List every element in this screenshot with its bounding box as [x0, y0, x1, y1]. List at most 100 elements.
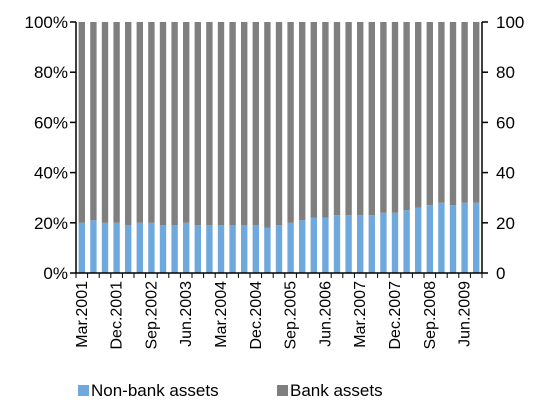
bar-bank-jun-2007 — [368, 22, 375, 216]
legend-label-bank-assets: Bank assets — [290, 381, 383, 400]
bar-bank-mar-2006 — [310, 22, 317, 218]
bar-non-bank-dec-2003 — [206, 225, 213, 273]
bar-non-bank-dec-2008 — [438, 202, 445, 273]
bar-bank-mar-2009 — [449, 22, 457, 206]
bar-non-bank-jun-2005 — [275, 225, 283, 273]
y-left-tick-label: 80% — [34, 63, 68, 82]
bar-bank-jun-2003 — [183, 22, 190, 223]
bar-bank-dec-2006 — [345, 22, 352, 216]
y-left-tick-label: 0% — [43, 264, 68, 283]
x-tick-label: Jun.2009 — [457, 281, 474, 347]
bar-non-bank-jun-2002 — [136, 222, 143, 273]
bar-non-bank-sep-2009 — [473, 202, 480, 273]
y-left-tick-label: 20% — [34, 214, 68, 233]
x-tick-label: Sep.2002 — [143, 281, 160, 350]
y-left-tick-label: 100% — [25, 13, 68, 32]
bars-group — [78, 22, 480, 273]
x-tick-label: Mar.2004 — [213, 281, 230, 348]
bar-non-bank-jun-2004 — [229, 225, 236, 273]
y-right-tick-label: 100 — [496, 13, 524, 32]
legend-swatch-non-bank-assets — [78, 385, 89, 396]
y-left-tick-label: 40% — [34, 164, 68, 183]
x-tick-label: Mar.2001 — [74, 281, 91, 348]
bar-bank-jun-2009 — [461, 22, 468, 203]
bar-bank-mar-2003 — [171, 22, 178, 226]
bar-bank-mar-2001 — [78, 22, 85, 223]
bar-non-bank-sep-2004 — [241, 225, 248, 273]
bar-non-bank-mar-2002 — [125, 225, 132, 273]
bar-bank-dec-2005 — [299, 22, 306, 221]
bar-bank-jun-2004 — [229, 22, 236, 226]
bar-non-bank-sep-2007 — [380, 212, 387, 273]
bar-non-bank-mar-2004 — [217, 225, 225, 273]
y-left-tick-label: 60% — [34, 113, 68, 132]
bar-bank-mar-2008 — [403, 22, 410, 211]
right-y-axis: 0 20 40 60 80 100 — [482, 13, 524, 283]
x-tick-label: Mar.2007 — [352, 281, 369, 348]
bar-non-bank-mar-2008 — [403, 210, 410, 273]
bar-bank-jun-2001 — [90, 22, 97, 221]
bar-bank-mar-2007 — [357, 22, 364, 216]
y-right-tick-label: 0 — [496, 264, 505, 283]
bar-bank-sep-2004 — [241, 22, 248, 226]
bar-bank-dec-2004 — [252, 22, 259, 226]
bar-bank-sep-2008 — [426, 22, 433, 206]
bar-bank-sep-2007 — [380, 22, 387, 213]
bar-non-bank-dec-2001 — [113, 222, 120, 273]
axes-group — [75, 22, 483, 278]
bar-non-bank-jun-2009 — [461, 202, 468, 273]
bar-non-bank-jun-2007 — [368, 215, 375, 273]
bar-non-bank-mar-2001 — [78, 222, 85, 273]
bar-bank-mar-2005 — [264, 22, 271, 228]
x-tick-label: Jun.2006 — [317, 281, 334, 347]
bar-non-bank-jun-2001 — [90, 220, 97, 273]
x-tick-label: Dec.2007 — [387, 281, 404, 350]
bar-non-bank-sep-2002 — [148, 222, 155, 273]
legend-label-non-bank-assets: Non-bank assets — [91, 381, 219, 400]
bar-non-bank-jun-2003 — [183, 222, 190, 273]
bar-bank-sep-2009 — [473, 22, 480, 203]
bar-bank-mar-2002 — [125, 22, 132, 226]
bar-bank-sep-2005 — [287, 22, 294, 223]
bar-non-bank-dec-2007 — [391, 212, 399, 273]
x-tick-label: Dec.2001 — [109, 281, 126, 350]
y-right-tick-label: 40 — [496, 164, 515, 183]
bar-bank-dec-2007 — [391, 22, 399, 213]
bar-non-bank-dec-2005 — [299, 220, 306, 273]
bar-non-bank-jun-2008 — [415, 207, 422, 273]
bar-non-bank-mar-2009 — [449, 205, 457, 273]
x-tick-label: Sep.2005 — [283, 281, 300, 350]
bar-bank-dec-2001 — [113, 22, 120, 223]
x-tick-label: Dec.2004 — [248, 281, 265, 350]
bar-non-bank-dec-2004 — [252, 225, 259, 273]
legend-swatch-bank-assets — [277, 385, 288, 396]
x-axis-labels: Mar.2001 Dec.2001 Sep.2002 Jun.2003 Mar.2004… — [74, 281, 474, 350]
bar-non-bank-mar-2005 — [264, 227, 271, 273]
bar-bank-dec-2002 — [159, 22, 167, 226]
bar-bank-jun-2002 — [136, 22, 143, 223]
bar-bank-sep-2002 — [148, 22, 155, 223]
bar-non-bank-jun-2006 — [322, 217, 329, 273]
bar-non-bank-dec-2002 — [159, 225, 167, 273]
y-right-tick-label: 80 — [496, 63, 515, 82]
left-y-axis: 0% 20% 40% 60% 80% 100% — [25, 13, 76, 283]
bar-bank-sep-2001 — [101, 22, 109, 223]
bar-bank-dec-2008 — [438, 22, 445, 203]
y-right-tick-label: 60 — [496, 113, 515, 132]
bar-bank-sep-2006 — [333, 22, 341, 216]
bar-bank-jun-2006 — [322, 22, 329, 218]
bar-non-bank-mar-2003 — [171, 225, 178, 273]
bar-non-bank-sep-2003 — [194, 225, 201, 273]
bar-non-bank-sep-2006 — [333, 215, 341, 273]
x-tick-label: Jun.2003 — [178, 281, 195, 347]
bar-bank-mar-2004 — [217, 22, 225, 226]
legend: Non-bank assets Bank assets — [78, 381, 383, 400]
y-right-tick-label: 20 — [496, 214, 515, 233]
bar-bank-jun-2008 — [415, 22, 422, 208]
bar-bank-jun-2005 — [275, 22, 283, 226]
bar-bank-dec-2003 — [206, 22, 213, 226]
bar-non-bank-dec-2006 — [345, 215, 352, 273]
x-tick-label: Sep.2008 — [422, 281, 439, 350]
bar-non-bank-sep-2001 — [101, 222, 109, 273]
